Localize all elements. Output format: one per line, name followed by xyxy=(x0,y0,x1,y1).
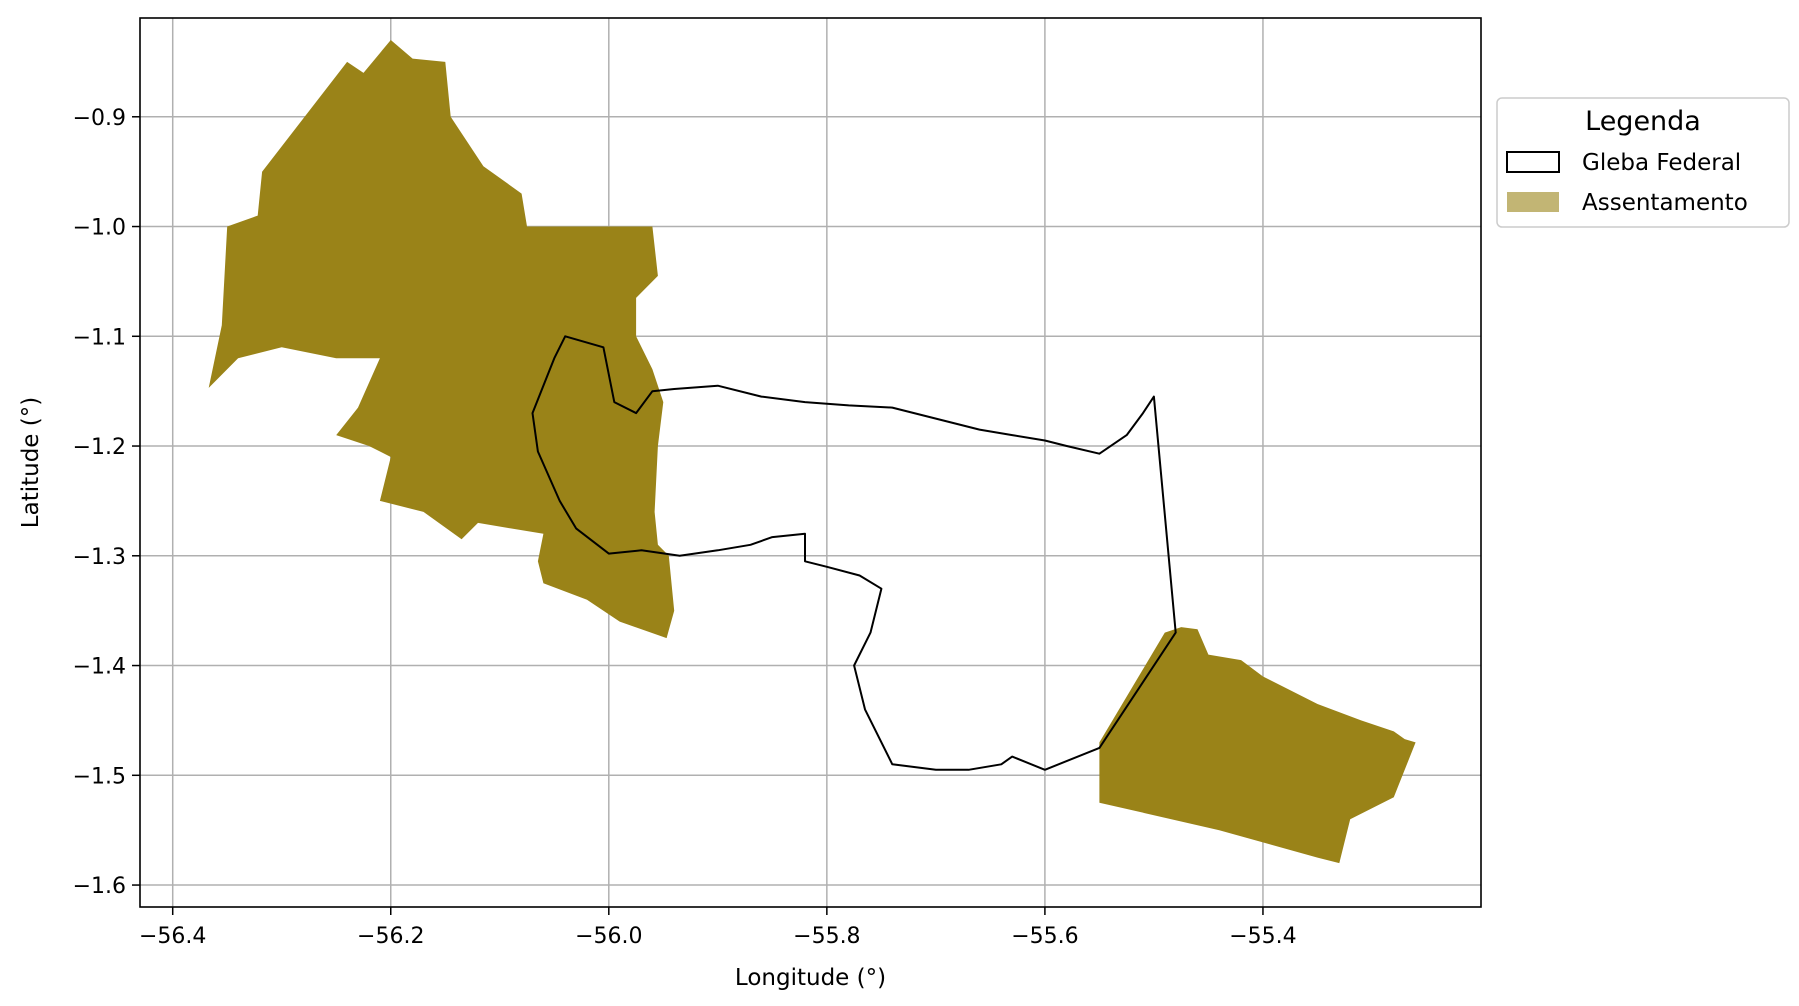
gleba-federal-layer xyxy=(531,335,1177,771)
y-tick-label: −1.1 xyxy=(73,325,126,350)
legend-label-assentamento: Assentamento xyxy=(1582,190,1748,216)
gleba-federal-polygon xyxy=(531,335,1177,771)
x-tick-label: −55.4 xyxy=(1229,924,1296,949)
legend-swatch-gleba-federal xyxy=(1506,151,1560,173)
legend-label-gleba-federal: Gleba Federal xyxy=(1582,150,1741,176)
x-tick-label: −56.0 xyxy=(575,924,642,949)
x-tick-label: −56.2 xyxy=(357,924,424,949)
x-axis-label: Longitude (°) xyxy=(735,965,886,991)
y-tick-label: −0.9 xyxy=(73,106,126,131)
assentamento-polygon xyxy=(208,40,675,639)
x-tick-label: −55.6 xyxy=(1011,924,1078,949)
y-tick-label: −1.5 xyxy=(73,764,126,789)
y-axis-label: Latitude (°) xyxy=(18,397,44,528)
legend-title: Legenda xyxy=(1585,106,1701,137)
assentamento-polygon xyxy=(1099,627,1416,864)
legend-box xyxy=(1496,97,1790,228)
y-tick-label: −1.3 xyxy=(73,545,126,570)
y-tick-label: −1.6 xyxy=(73,874,126,899)
x-tick-label: −56.4 xyxy=(139,924,206,949)
assentamento-layer xyxy=(208,40,1416,864)
plot-frame xyxy=(139,17,1482,908)
axis-ticks: −56.4 −56.2 −56.0 −55.8 −55.6 −55.4 −0.9 −1.0 −1… xyxy=(73,106,1297,949)
y-tick-label: −1.4 xyxy=(73,655,126,680)
y-tick-label: −1.2 xyxy=(73,435,126,460)
y-tick-label: −1.0 xyxy=(73,216,126,241)
legend: Legenda Gleba Federal Assentamento xyxy=(1496,97,1790,228)
legend-swatch-assentamento xyxy=(1507,192,1559,212)
x-tick-label: −55.8 xyxy=(793,924,860,949)
